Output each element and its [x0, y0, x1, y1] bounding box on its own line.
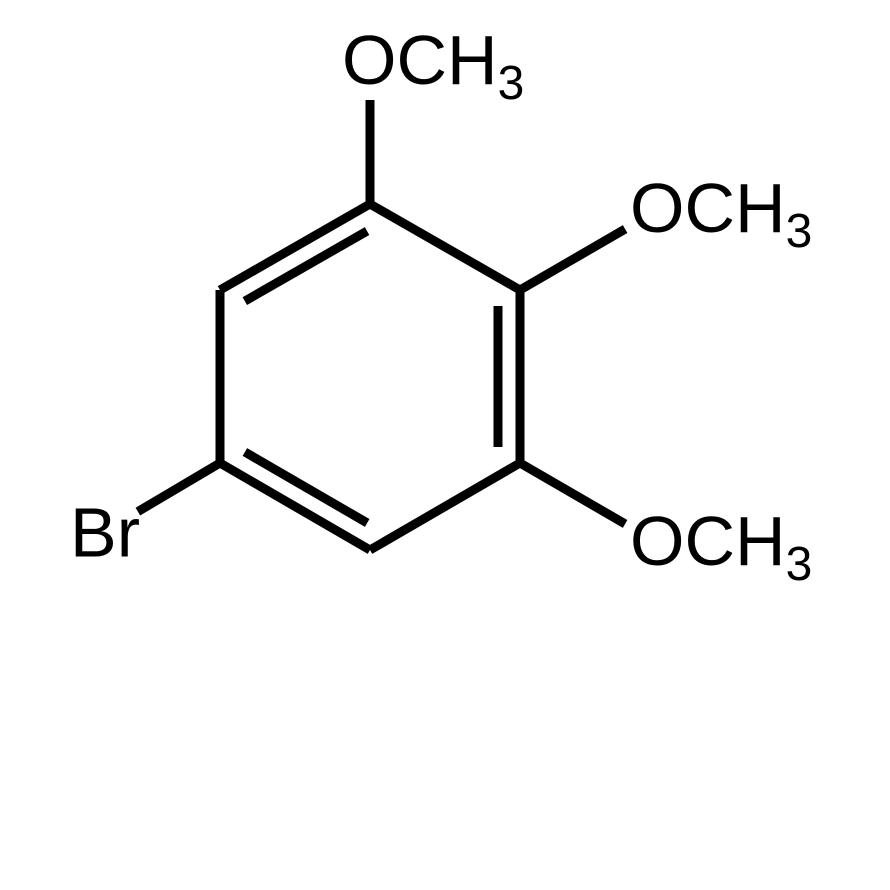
- molecule-diagram: OCH3 OCH3 OCH3 Br: [0, 0, 890, 890]
- o1-label: OCH3: [342, 21, 524, 109]
- o3-label: OCH3: [630, 502, 812, 590]
- o2-label: OCH3: [630, 169, 812, 257]
- br-label: Br: [70, 493, 140, 571]
